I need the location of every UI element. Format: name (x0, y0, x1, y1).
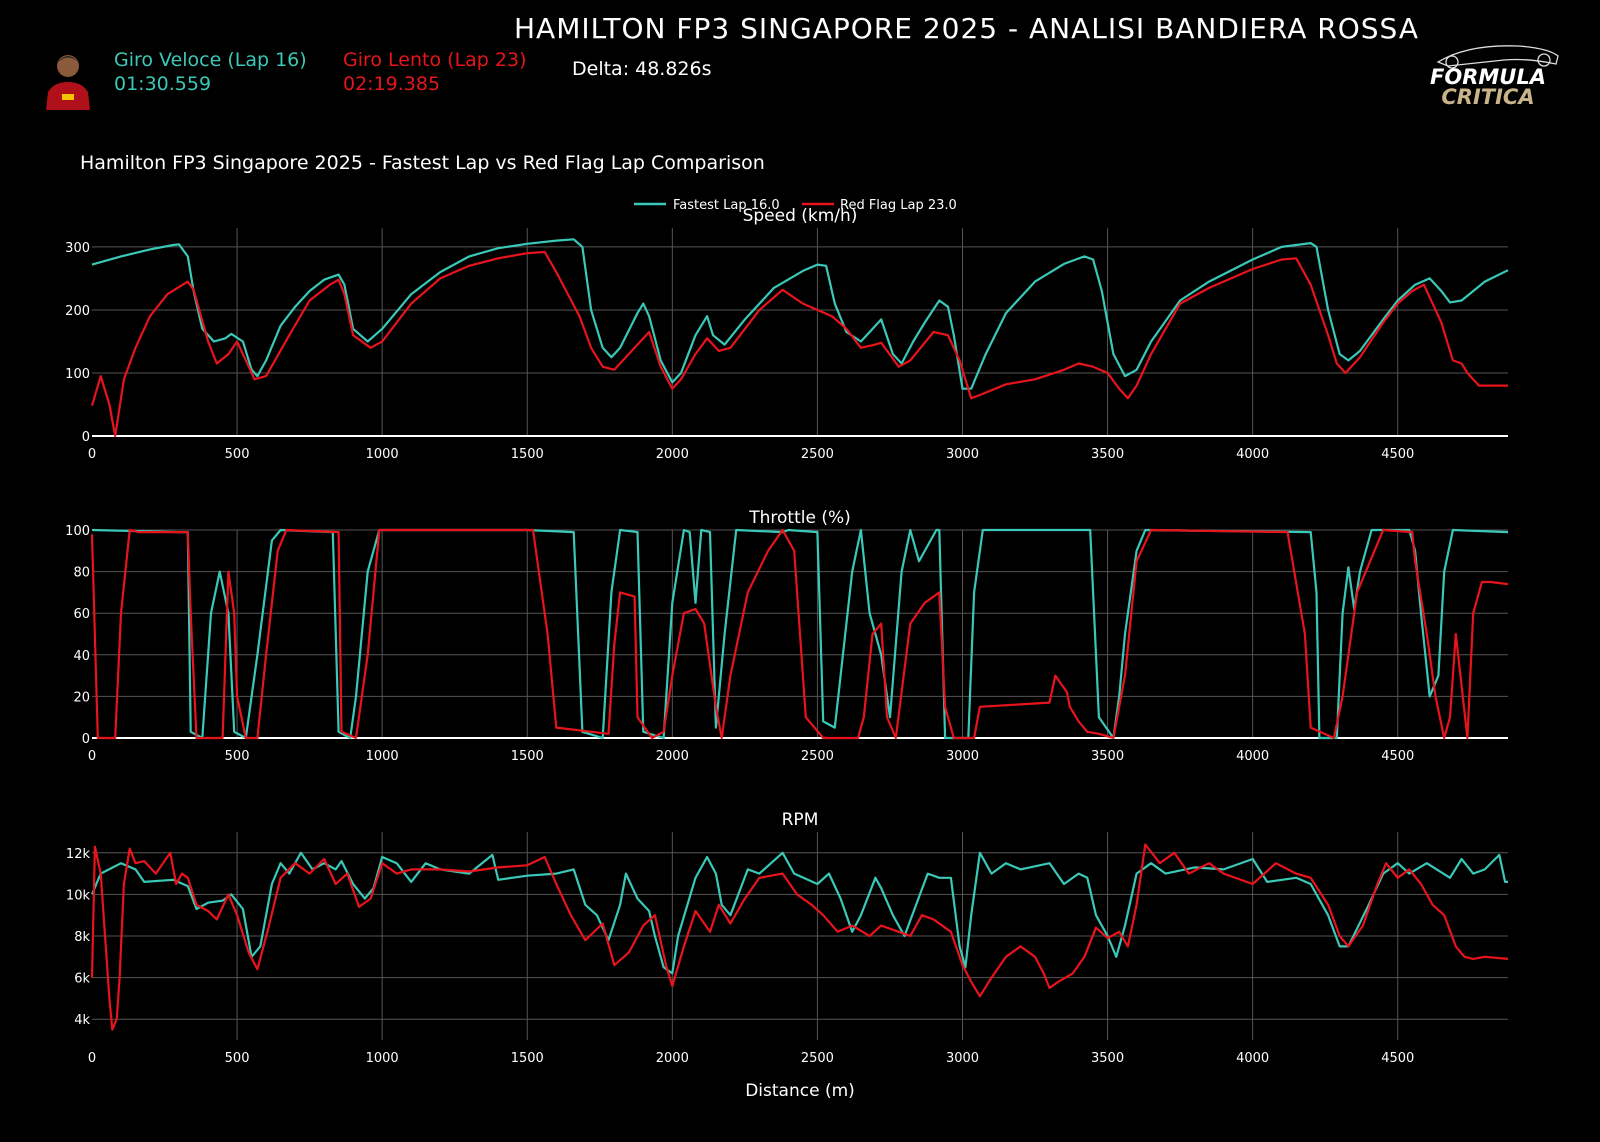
rpm-x-tick-label: 2500 (801, 1051, 834, 1066)
rpm-x-tick-label: 0 (88, 1051, 96, 1066)
chart-legend: Fastest Lap 16.0 Red Flag Lap 23.0 (634, 198, 957, 213)
speed-x-tick-label: 1000 (366, 447, 399, 462)
rpm-x-tick-label: 1000 (366, 1051, 399, 1066)
rpm-x-tick-label: 2000 (656, 1051, 689, 1066)
rpm-panel: 0 500 1000 1500 2000 2500 3000 3500 4000 4500 4k 6k… (66, 810, 1509, 1066)
throttle-y-tick-label: 20 (73, 690, 90, 705)
speed-x-tick-label: 1500 (511, 447, 544, 462)
fast-lap-time: 01:30.559 (114, 73, 212, 95)
speed-line-red-flag-lap (90, 250, 1508, 438)
rpm-y-tick-label: 10k (66, 888, 91, 903)
rpm-x-tick-label: 500 (225, 1051, 250, 1066)
speed-y-tick-label: 0 (82, 430, 90, 445)
throttle-y-tick-label: 0 (82, 732, 90, 747)
throttle-x-tick-label: 2500 (801, 749, 834, 764)
delta-value: Delta: 48.826s (572, 58, 712, 80)
speed-y-tick-label: 300 (65, 241, 90, 256)
speed-x-tick-label: 4000 (1236, 447, 1269, 462)
driver-avatar (42, 42, 94, 110)
slow-lap-time: 02:19.385 (343, 73, 441, 95)
throttle-x-tick-label: 2000 (656, 749, 689, 764)
throttle-line-red-flag-lap (90, 528, 1509, 740)
throttle-y-tick-label: 60 (73, 607, 90, 622)
throttle-x-tick-label: 4500 (1381, 749, 1414, 764)
speed-x-tick-label: 2000 (656, 447, 689, 462)
rpm-y-tick-label: 8k (74, 930, 90, 945)
speed-x-tick-label: 500 (225, 447, 250, 462)
logo-text-formula: FORMULA (1430, 65, 1546, 89)
rpm-subtitle: RPM (782, 810, 819, 830)
throttle-x-tick-label: 500 (225, 749, 250, 764)
slow-lap-block: Giro Lento (Lap 23) 02:19.385 (343, 48, 527, 96)
legend-label-fast: Fastest Lap 16.0 (673, 198, 780, 213)
speed-x-tick-label: 3000 (946, 447, 979, 462)
speed-x-tick-label: 2500 (801, 447, 834, 462)
rpm-x-tick-label: 4000 (1236, 1051, 1269, 1066)
rpm-x-tick-label: 3500 (1091, 1051, 1124, 1066)
throttle-y-tick-label: 80 (73, 566, 90, 581)
rpm-y-tick-label: 6k (74, 972, 90, 987)
speed-y-tick-label: 200 (65, 304, 90, 319)
formula-critica-logo: FORMULA CRITICA (1430, 45, 1559, 108)
speed-y-tick-label: 100 (65, 367, 90, 382)
throttle-x-tick-label: 3000 (946, 749, 979, 764)
rpm-x-tick-label: 4500 (1381, 1051, 1414, 1066)
speed-panel: 0 500 1000 1500 2000 2500 3000 3500 4000 4500 0 100… (65, 206, 1509, 462)
rpm-y-tick-label: 4k (74, 1013, 90, 1028)
rpm-line-red-flag-lap (90, 843, 1509, 1031)
header-title: HAMILTON FP3 SINGAPORE 2025 - ANALISI BA… (514, 12, 1419, 45)
legend-label-slow: Red Flag Lap 23.0 (840, 198, 957, 213)
slow-lap-label: Giro Lento (Lap 23) (343, 49, 527, 71)
fast-lap-label: Giro Veloce (Lap 16) (114, 49, 307, 71)
fast-lap-block: Giro Veloce (Lap 16) 01:30.559 (114, 48, 307, 96)
rpm-y-tick-label: 12k (66, 847, 91, 862)
throttle-subtitle: Throttle (%) (748, 508, 851, 528)
logo-text-critica: CRITICA (1441, 85, 1534, 108)
throttle-y-tick-label: 40 (73, 649, 90, 664)
rpm-x-tick-label: 1500 (511, 1051, 544, 1066)
throttle-x-tick-label: 4000 (1236, 749, 1269, 764)
rpm-line-fastest-lap (90, 851, 1508, 975)
speed-x-tick-label: 4500 (1381, 447, 1414, 462)
chart-title: Hamilton FP3 Singapore 2025 - Fastest La… (80, 152, 765, 174)
throttle-x-tick-label: 1500 (511, 749, 544, 764)
speed-subtitle: Speed (km/h) (743, 206, 858, 226)
rpm-x-tick-label: 3000 (946, 1051, 979, 1066)
speed-x-tick-label: 3500 (1091, 447, 1124, 462)
x-axis-label: Distance (m) (745, 1081, 855, 1101)
throttle-x-tick-label: 0 (88, 749, 96, 764)
speed-line-fastest-lap (91, 238, 1509, 390)
throttle-x-tick-label: 3500 (1091, 749, 1124, 764)
throttle-y-tick-label: 100 (65, 524, 90, 539)
throttle-x-tick-label: 1000 (366, 749, 399, 764)
throttle-panel: 0 500 1000 1500 2000 2500 3000 3500 4000 4500 0 20 4… (65, 508, 1509, 764)
speed-x-tick-label: 0 (88, 447, 96, 462)
